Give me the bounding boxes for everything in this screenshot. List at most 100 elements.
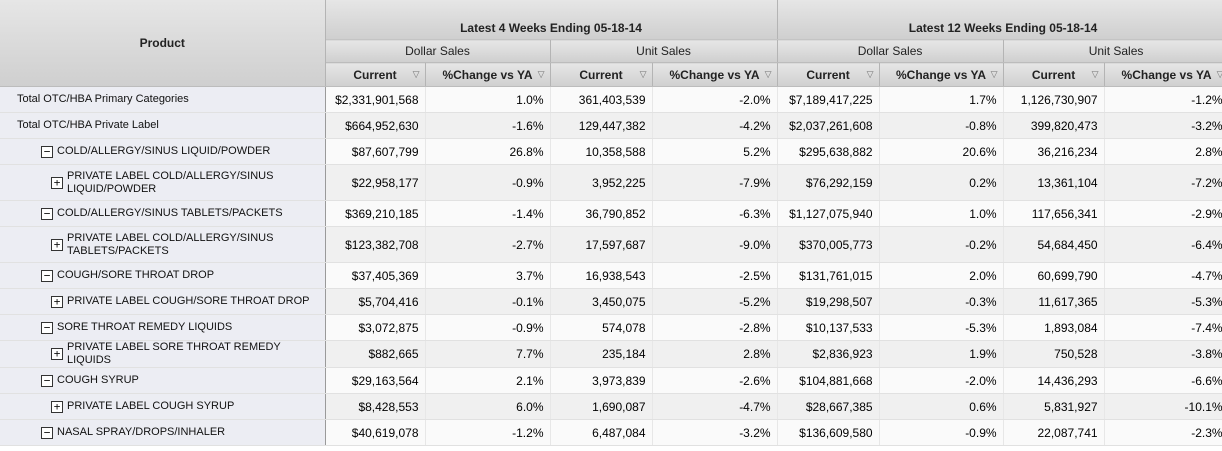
table-row: + PRIVATE LABEL COUGH/SORE THROAT DROP $5,… (0, 288, 1222, 315)
value-cell: $40,619,078 (324, 419, 426, 446)
value-cell: 20.6% (879, 138, 1004, 165)
filter-funnel-icon[interactable]: ▽ (764, 69, 772, 79)
column-header[interactable]: Current ▽ (777, 62, 880, 87)
value-cell: 2.8% (1104, 138, 1222, 165)
value-cell: -6.4% (1104, 226, 1222, 263)
filter-funnel-icon[interactable]: ▽ (1217, 69, 1222, 80)
expand-icon[interactable]: + (51, 238, 63, 251)
column-header-label: %Change vs YA (1121, 67, 1212, 82)
column-header[interactable]: %Change vs YA▽ (879, 62, 1004, 87)
value-cell: 5,831,927 (1003, 393, 1105, 420)
value-cell: -7.4% (1104, 314, 1222, 341)
row-header-cell: − COUGH SYRUP (0, 367, 326, 394)
value-cell: -6.3% (652, 200, 778, 227)
value-cell: $664,952,630 (324, 112, 426, 139)
value-cell: -4.7% (652, 393, 778, 420)
value-cell: $7,189,417,225 (777, 86, 880, 113)
column-header[interactable]: %Change vs YA▽ (652, 62, 778, 87)
collapse-icon[interactable]: − (41, 426, 53, 439)
value-cell: -3.2% (1104, 112, 1222, 139)
table-row: Total OTC/HBA Primary Categories $2,331,9… (0, 86, 1222, 113)
value-cell: 22,087,741 (1003, 419, 1105, 446)
expand-icon[interactable]: + (51, 400, 63, 413)
value-cell: $2,037,261,608 (777, 112, 880, 139)
value-cell: 3,973,839 (550, 367, 653, 394)
measure-header: Dollar Sales (325, 39, 551, 63)
value-cell: -2.5% (652, 262, 778, 289)
value-cell: -0.9% (879, 419, 1004, 446)
expand-icon[interactable]: + (51, 176, 63, 189)
value-cell: $882,665 (324, 340, 426, 368)
value-cell: -1.2% (425, 419, 551, 446)
value-cell: 235,184 (550, 340, 653, 368)
value-cell: 13,361,104 (1003, 164, 1105, 201)
value-cell: 1,126,730,907 (1003, 86, 1105, 113)
value-cell: 0.6% (879, 393, 1004, 420)
period-header-12wk: Latest 12 Weeks Ending 05-18-14 (777, 0, 1222, 40)
row-header-cell: + PRIVATE LABEL COLD/ALLERGY/SINUS LIQUID… (0, 164, 326, 201)
value-cell: 129,447,382 (550, 112, 653, 139)
value-cell: $136,609,580 (777, 419, 880, 446)
column-header[interactable]: %Change vs YA ▽ (425, 62, 551, 87)
value-cell: $28,667,385 (777, 393, 880, 420)
row-label: COLD/ALLERGY/SINUS TABLETS/PACKETS (57, 207, 283, 219)
value-cell: -0.9% (425, 314, 551, 341)
collapse-icon[interactable]: − (41, 374, 53, 387)
row-label: COUGH/SORE THROAT DROP (57, 269, 215, 281)
column-header[interactable]: Current ▽ (325, 62, 426, 87)
row-header-cell: Total OTC/HBA Private Label (0, 112, 326, 139)
filter-funnel-icon[interactable]: ▽ (1091, 69, 1099, 79)
collapse-icon[interactable]: − (41, 269, 53, 282)
value-cell: -4.7% (1104, 262, 1222, 289)
value-cell: -2.7% (425, 226, 551, 263)
filter-funnel-icon[interactable]: ▽ (412, 69, 420, 79)
row-header-cell: + PRIVATE LABEL SORE THROAT REMEDY LIQUID… (0, 340, 326, 368)
expand-icon[interactable]: + (51, 295, 63, 308)
collapse-icon[interactable]: − (41, 207, 53, 220)
value-cell: -0.8% (879, 112, 1004, 139)
measure-header: Unit Sales (550, 39, 778, 63)
filter-funnel-icon[interactable]: ▽ (866, 69, 874, 79)
filter-funnel-icon[interactable]: ▽ (990, 69, 998, 79)
value-cell: 7.7% (425, 340, 551, 368)
column-header[interactable]: Current ▽ (550, 62, 653, 87)
table-row: − NASAL SPRAY/DROPS/INHALER $40,619,078 -1.… (0, 419, 1222, 446)
column-header[interactable]: Current ▽ (1003, 62, 1105, 87)
row-header-cell: + PRIVATE LABEL COLD/ALLERGY/SINUS TABLET… (0, 226, 326, 263)
value-cell: -2.6% (652, 367, 778, 394)
table-row: Total OTC/HBA Private Label $664,952,630 -… (0, 112, 1222, 139)
row-label: Total OTC/HBA Private Label (17, 119, 159, 131)
value-cell: $295,638,882 (777, 138, 880, 165)
collapse-icon[interactable]: − (41, 145, 53, 158)
measure-header: Unit Sales (1003, 39, 1222, 63)
column-header[interactable]: %Change vs YA ▽ (1104, 62, 1222, 87)
value-cell: -5.3% (1104, 288, 1222, 315)
value-cell: -0.1% (425, 288, 551, 315)
value-cell: 1.0% (879, 200, 1004, 227)
value-cell: $2,331,901,568 (324, 86, 426, 113)
row-label: COLD/ALLERGY/SINUS LIQUID/POWDER (57, 145, 271, 157)
value-cell: -2.0% (652, 86, 778, 113)
filter-funnel-icon[interactable]: ▽ (639, 69, 647, 79)
value-cell: -3.2% (652, 419, 778, 446)
row-label: PRIVATE LABEL SORE THROAT REMEDY LIQUIDS (67, 341, 281, 366)
value-cell: $8,428,553 (324, 393, 426, 420)
value-cell: 16,938,543 (550, 262, 653, 289)
value-cell: -5.3% (879, 314, 1004, 341)
collapse-icon[interactable]: − (41, 321, 53, 334)
row-label: SORE THROAT REMEDY LIQUIDS (57, 321, 233, 333)
table-row: + PRIVATE LABEL COLD/ALLERGY/SINUS LIQUID… (0, 164, 1222, 201)
value-cell: 1.7% (879, 86, 1004, 113)
expand-icon[interactable]: + (51, 348, 63, 360)
value-cell: 117,656,341 (1003, 200, 1105, 227)
value-cell: -2.8% (652, 314, 778, 341)
value-cell: 26.8% (425, 138, 551, 165)
filter-funnel-icon[interactable]: ▽ (537, 69, 545, 79)
value-cell: 5.2% (652, 138, 778, 165)
value-cell: -2.9% (1104, 200, 1222, 227)
column-header-label: %Change vs YA (442, 67, 533, 82)
value-cell: 36,790,852 (550, 200, 653, 227)
row-header-cell: + PRIVATE LABEL COUGH/SORE THROAT DROP (0, 288, 326, 315)
